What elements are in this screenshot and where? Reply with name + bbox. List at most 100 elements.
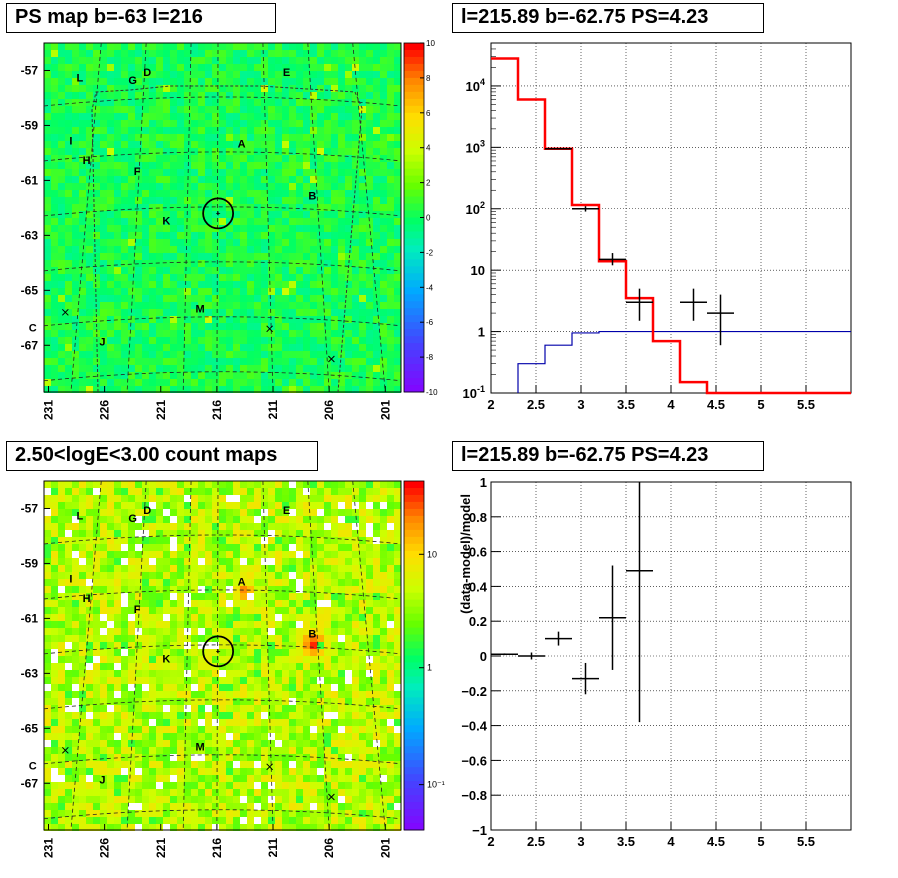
colorbar-tick-label: 8 [426,74,431,83]
lat-tick-label: -59 [21,556,39,570]
x-tick-label: 3 [577,397,584,412]
source-label-M: M [195,303,204,315]
source-label-I: I [69,136,72,148]
lon-tick-label: 226 [98,838,112,858]
y-tick-label: −0.2 [461,684,487,699]
source-label-K: K [162,215,170,227]
colorbar-tick-label: -8 [426,353,434,362]
source-label-J: J [99,336,105,348]
ps-heatmap [44,43,401,393]
colorbar-tick-label: -2 [426,248,434,257]
x-tick-label: 3 [577,834,584,849]
lon-tick-label: 221 [154,400,168,420]
x-tick-label: 2.5 [527,834,545,849]
source-label-L: L [77,510,84,522]
source-label-G: G [128,75,137,87]
residual-point-5 [626,482,653,722]
lat-tick-label: -61 [21,611,39,625]
lon-tick-label: 201 [378,400,392,420]
x-tick-label: 3.5 [617,834,635,849]
source-label-M: M [195,741,204,753]
colorbar-tick-label: 2 [426,179,431,188]
colorbar-tick-label: -4 [426,283,434,292]
x-tick-label: 3.5 [617,397,635,412]
source-label-D: D [143,505,151,517]
lat-tick-label: -63 [21,666,39,680]
source-label-F: F [134,604,141,616]
colorbar [404,481,424,831]
colorbar-tick-label: 1 [427,663,432,673]
source-label-I: I [69,574,72,586]
source-label-A: A [238,576,246,588]
lat-tick-label: -65 [21,721,39,735]
y-tick-label: −0.6 [461,753,487,768]
colorbar-tick-label: 10 [427,549,437,559]
y-tick-label: −0.8 [461,788,487,803]
lon-tick-label: 211 [266,400,280,420]
lon-tick-label: 231 [41,838,55,858]
source-label-D: D [143,67,151,79]
data-point-1 [572,206,599,211]
residual-point-1 [518,653,545,660]
source-label-A: A [238,138,246,150]
background-model-line [518,332,851,393]
source-label-F: F [134,166,141,178]
residual-point-3 [572,663,599,694]
x-tick-label: 4.5 [707,397,725,412]
source-label-C: C [29,323,37,335]
y-tick-label: −1 [472,823,487,838]
lat-tick-label: -67 [21,338,39,352]
source-label-H: H [83,593,91,605]
lat-tick-label: -61 [21,173,39,187]
colorbar-tick-label: 4 [426,144,431,153]
x-tick-label: 2.5 [527,397,545,412]
colorbar-tick-label: -6 [426,318,434,327]
data-point-2 [599,253,626,265]
source-label-E: E [283,67,290,79]
x-tick-label: 4 [667,397,675,412]
source-label-H: H [83,155,91,167]
lon-tick-label: 216 [210,838,224,858]
y-axis-label: (data-model)/model [458,494,473,614]
count-heatmap [44,481,401,831]
y-tick-label: −0.4 [461,719,487,734]
x-tick-label: 5.5 [797,397,815,412]
y-tick-label: 0 [480,649,487,664]
source-label-J: J [99,774,105,786]
lat-tick-label: -57 [21,63,39,77]
x-tick-label: 2 [487,397,494,412]
colorbar-tick-label: 6 [426,109,431,118]
source-label-B: B [308,191,316,203]
x-tick-label: 4 [667,834,675,849]
lon-tick-label: 211 [266,838,280,858]
residual-point-2 [545,632,572,646]
lon-tick-label: 231 [41,400,55,420]
y-tick-label: 10-1 [463,384,485,401]
colorbar-tick-label: -10 [426,388,438,397]
source-label-C: C [29,761,37,773]
y-tick-label: 1 [478,325,485,340]
x-tick-label: 5 [757,834,764,849]
x-tick-label: 4.5 [707,834,725,849]
y-tick-label: 0.2 [469,614,487,629]
source-label-K: K [162,653,170,665]
lat-tick-label: -59 [21,118,39,132]
lon-tick-label: 206 [322,400,336,420]
x-tick-label: 5.5 [797,834,815,849]
colorbar-tick-label: 10⁻¹ [427,780,445,790]
data-point-3 [626,289,653,321]
total-model-line [491,58,851,393]
lon-tick-label: 206 [322,838,336,858]
data-point-5 [707,295,734,346]
lat-tick-label: -57 [21,501,39,515]
source-label-G: G [128,513,137,525]
y-tick-label: 102 [466,200,485,217]
colorbar-tick-label: 10 [426,39,435,48]
y-tick-label: 1 [480,475,487,490]
y-tick-label: 104 [466,77,485,94]
residual-point-4 [599,566,626,670]
lon-tick-label: 226 [98,400,112,420]
